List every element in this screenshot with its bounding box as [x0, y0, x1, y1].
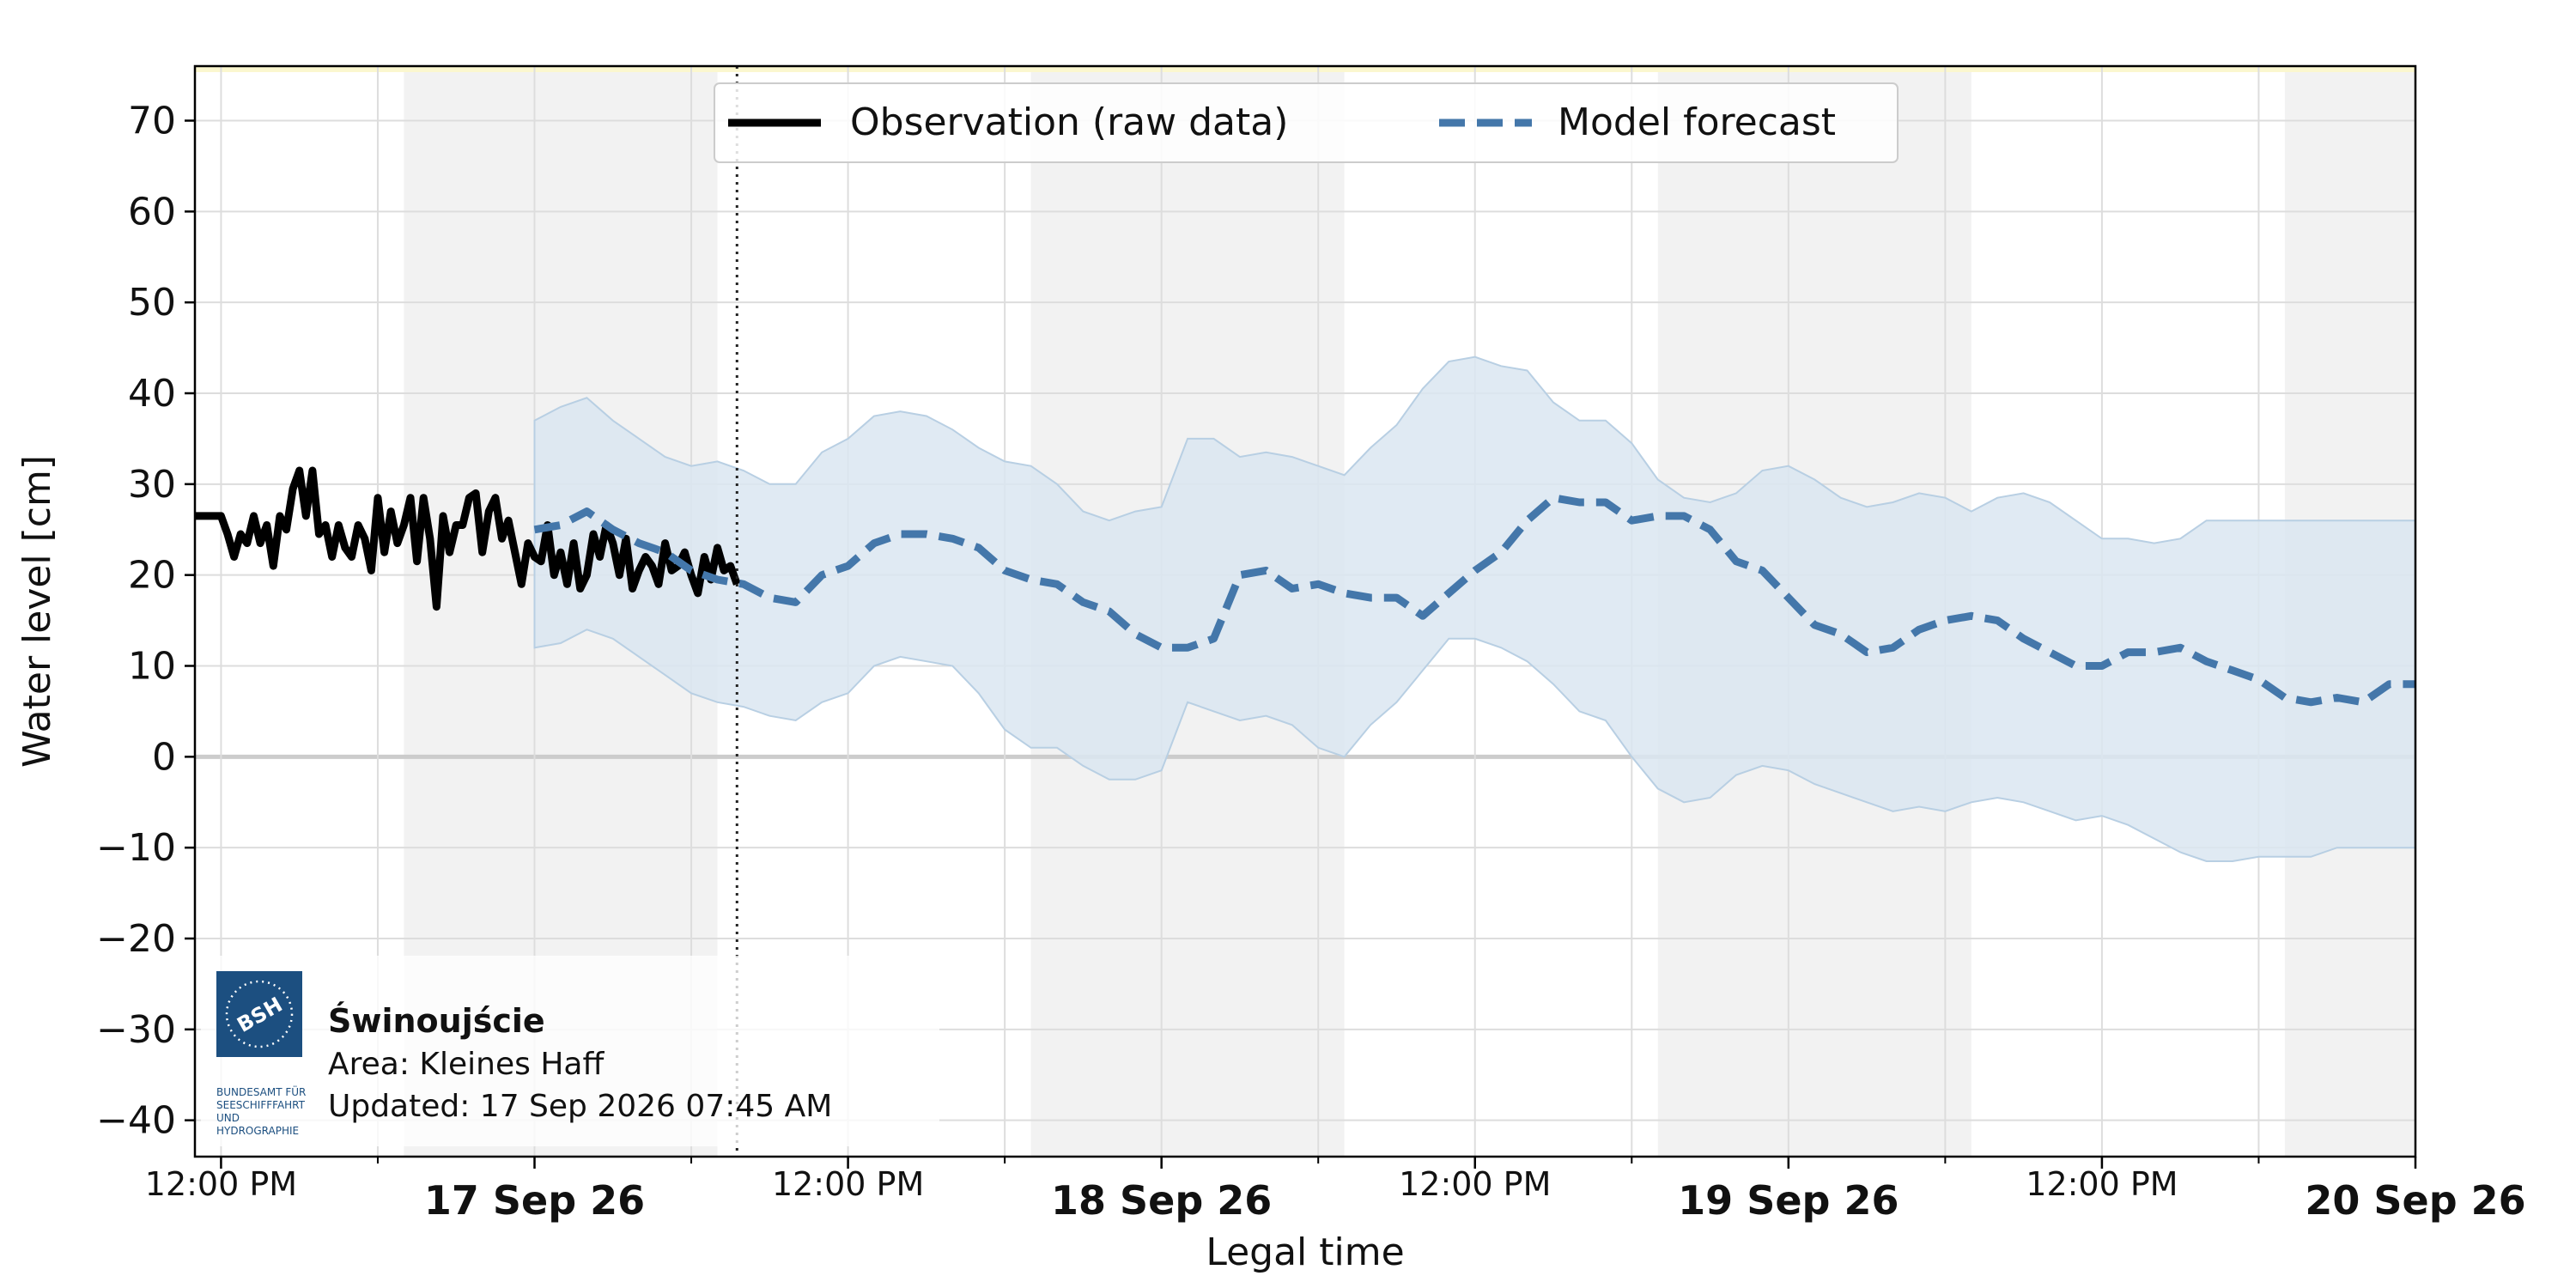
y-tick-label: 50: [128, 281, 176, 325]
station-info-box: BSH BUNDESAMT FÜR SEESCHIFFFAHRT UND HYD…: [201, 956, 939, 1146]
legend-box: [714, 82, 1899, 163]
y-axis-label: Water level [cm]: [15, 455, 59, 768]
station-area: Area: Kleines Haff: [328, 1047, 605, 1082]
legend-forecast-label: Model forecast: [1558, 100, 1836, 144]
y-tick-label: −10: [96, 826, 176, 870]
x-date-label: 17 Sep 26: [424, 1177, 645, 1224]
series-layer: [195, 355, 2415, 862]
forecast-uncertainty-band: [533, 355, 2415, 862]
y-tick-label: 20: [128, 554, 176, 598]
y-tick-label: 70: [128, 100, 176, 143]
y-tick-label: −30: [96, 1008, 176, 1052]
updated-timestamp: Updated: 17 Sep 2026 07:45 AM: [328, 1089, 832, 1124]
logo-caption-line-1: BUNDESAMT FÜR: [216, 1084, 306, 1098]
x-date-label: 18 Sep 26: [1051, 1177, 1272, 1224]
logo-caption-line-2: SEESCHIFFFAHRT: [216, 1099, 306, 1111]
y-tick-label: 30: [128, 463, 176, 507]
x-time-label: 12:00 PM: [1399, 1165, 1551, 1203]
y-tick-label: −20: [96, 917, 176, 961]
station-name: Świnoujście: [328, 1002, 545, 1040]
logo-caption-line-3: UND: [216, 1112, 240, 1124]
y-tick-label: 0: [152, 735, 176, 779]
x-axis-ticks: 12:00 PM 17 Sep 26 12:00 PM 18 Sep 26 12:00 …: [145, 1157, 2526, 1224]
info-box-background: [201, 956, 939, 1146]
forecast-line: [533, 494, 2415, 707]
bsh-logo-icon: BSH BUNDESAMT FÜR SEESCHIFFFAHRT UND HYD…: [216, 971, 306, 1137]
x-time-label: 12:00 PM: [2026, 1165, 2178, 1203]
x-date-label: 20 Sep 26: [2305, 1177, 2525, 1224]
legend: Observation (raw data) Model forecast: [714, 82, 1899, 163]
bsh-logo-ring: [225, 980, 294, 1048]
bsh-logo-square: [216, 971, 302, 1057]
y-tick-label: 10: [128, 645, 176, 689]
top-strip: [195, 66, 2415, 72]
x-date-label: 19 Sep 26: [1678, 1177, 1899, 1224]
y-tick-label: 60: [128, 190, 176, 234]
plot-frame: [193, 64, 2417, 1158]
x-time-label: 12:00 PM: [772, 1165, 924, 1203]
y-tick-label: −40: [96, 1099, 176, 1143]
x-time-label: 12:00 PM: [145, 1165, 297, 1203]
x-axis-label: Legal time: [1206, 1230, 1404, 1274]
legend-observation-label: Observation (raw data): [850, 100, 1288, 144]
logo-caption-line-4: HYDROGRAPHIE: [216, 1125, 299, 1137]
y-tick-label: 40: [128, 372, 176, 416]
observation-line: [195, 466, 741, 611]
y-axis-ticks: 70 60 50 40 30 20 10 0 −10 −20 −30 −40: [96, 100, 195, 1143]
